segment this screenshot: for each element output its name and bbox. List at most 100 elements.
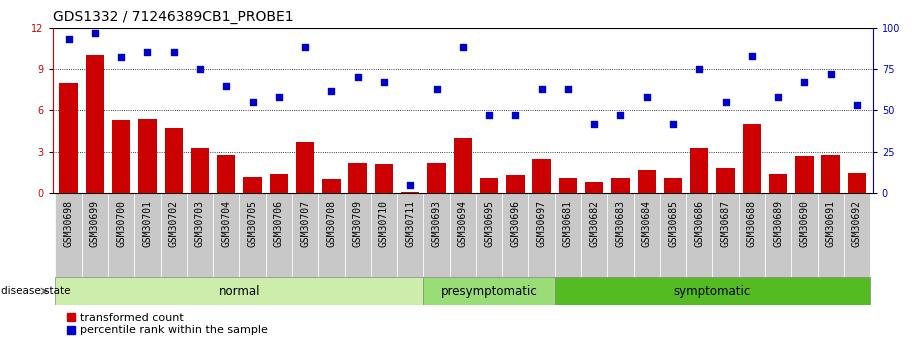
Point: [403, 182, 417, 188]
Point: [692, 66, 707, 72]
Bar: [217, 155, 235, 193]
Bar: [716, 168, 735, 193]
Bar: [502, 193, 528, 278]
Text: GSM30691: GSM30691: [825, 200, 835, 247]
Bar: [266, 193, 292, 278]
Text: GSM30686: GSM30686: [694, 200, 704, 247]
Text: GSM30697: GSM30697: [537, 200, 547, 247]
Text: GSM30703: GSM30703: [195, 200, 205, 247]
Text: GSM30688: GSM30688: [747, 200, 757, 247]
Bar: [686, 193, 712, 278]
Point: [140, 50, 155, 55]
Point: [666, 121, 681, 126]
Bar: [581, 193, 608, 278]
Bar: [454, 138, 472, 193]
Text: normal: normal: [219, 285, 261, 298]
Point: [351, 75, 365, 80]
Text: GSM30710: GSM30710: [379, 200, 389, 247]
Point: [61, 37, 76, 42]
Bar: [59, 83, 77, 193]
Text: GSM30690: GSM30690: [800, 200, 809, 247]
Bar: [213, 193, 240, 278]
Bar: [822, 155, 840, 193]
Point: [640, 95, 654, 100]
Bar: [374, 164, 394, 193]
Bar: [712, 193, 739, 278]
Bar: [82, 193, 108, 278]
Text: GSM30692: GSM30692: [852, 200, 862, 247]
Point: [87, 30, 102, 35]
Bar: [765, 193, 792, 278]
Bar: [532, 159, 551, 193]
Point: [245, 99, 260, 105]
Bar: [608, 193, 634, 278]
Bar: [558, 178, 577, 193]
Text: GSM30684: GSM30684: [641, 200, 651, 247]
Bar: [292, 193, 318, 278]
Bar: [56, 277, 424, 305]
Point: [193, 66, 208, 72]
Bar: [112, 120, 130, 193]
Text: GSM30683: GSM30683: [616, 200, 626, 247]
Text: GSM30711: GSM30711: [405, 200, 415, 247]
Point: [429, 86, 444, 92]
Point: [797, 79, 812, 85]
Text: GSM30685: GSM30685: [668, 200, 678, 247]
Bar: [844, 193, 870, 278]
Bar: [424, 193, 450, 278]
Bar: [691, 148, 709, 193]
Text: GSM30694: GSM30694: [458, 200, 467, 247]
Text: GSM30700: GSM30700: [117, 200, 126, 247]
Text: GSM30705: GSM30705: [248, 200, 258, 247]
Bar: [769, 174, 787, 193]
Text: GSM30695: GSM30695: [484, 200, 494, 247]
Text: GSM30693: GSM30693: [432, 200, 442, 247]
Point: [587, 121, 601, 126]
Bar: [56, 193, 82, 278]
Bar: [664, 178, 682, 193]
Point: [298, 45, 312, 50]
Bar: [660, 193, 686, 278]
Point: [718, 99, 732, 105]
Text: GSM30698: GSM30698: [64, 200, 74, 247]
Text: GSM30682: GSM30682: [589, 200, 599, 247]
Bar: [427, 163, 445, 193]
Bar: [507, 175, 525, 193]
Legend: transformed count, percentile rank within the sample: transformed count, percentile rank withi…: [67, 313, 268, 335]
Bar: [848, 172, 866, 193]
Text: GSM30706: GSM30706: [274, 200, 284, 247]
Point: [771, 95, 785, 100]
Bar: [138, 119, 157, 193]
Bar: [634, 193, 660, 278]
Bar: [270, 174, 288, 193]
Bar: [344, 193, 371, 278]
Bar: [165, 128, 183, 193]
Bar: [739, 193, 765, 278]
Bar: [742, 124, 761, 193]
Point: [560, 86, 575, 92]
Bar: [371, 193, 397, 278]
Point: [167, 50, 181, 55]
Text: GSM30709: GSM30709: [353, 200, 363, 247]
Text: GSM30707: GSM30707: [300, 200, 310, 247]
Point: [376, 79, 391, 85]
Bar: [243, 177, 261, 193]
Bar: [108, 193, 134, 278]
Bar: [187, 193, 213, 278]
Point: [271, 95, 286, 100]
Text: GSM30687: GSM30687: [721, 200, 731, 247]
Point: [535, 86, 549, 92]
Point: [219, 83, 233, 88]
Bar: [795, 156, 814, 193]
Bar: [318, 193, 344, 278]
Point: [850, 103, 865, 108]
Text: GSM30704: GSM30704: [221, 200, 231, 247]
Text: GSM30699: GSM30699: [90, 200, 100, 247]
Bar: [528, 193, 555, 278]
Bar: [450, 193, 476, 278]
Point: [508, 112, 523, 118]
Point: [824, 71, 838, 77]
Point: [456, 45, 470, 50]
Text: GSM30702: GSM30702: [169, 200, 179, 247]
Bar: [817, 193, 844, 278]
